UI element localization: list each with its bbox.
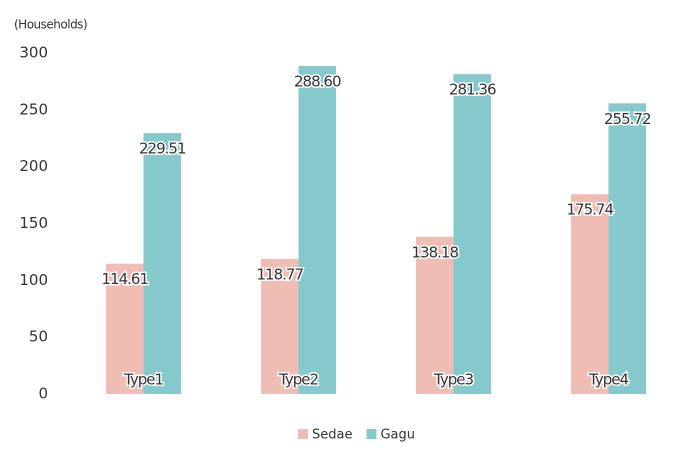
x-tick-label: Type1: [123, 371, 163, 389]
bar: [453, 74, 491, 394]
y-tick-label: 250: [19, 100, 48, 118]
x-tick-label: Type4: [588, 371, 628, 389]
y-tick-label: 150: [19, 214, 48, 232]
data-label: 138.18: [412, 243, 459, 261]
y-tick-label: 0: [38, 385, 48, 403]
x-tick-label: Type3: [433, 371, 473, 389]
data-label: 229.51: [139, 140, 186, 158]
y-axis-label: (Households): [14, 18, 87, 32]
legend-swatch: [366, 429, 377, 439]
data-label: 288.60: [294, 72, 341, 90]
legend-label: Sedae: [312, 428, 352, 443]
bar: [416, 236, 454, 394]
bar: [571, 194, 609, 394]
y-tick-label: 100: [19, 271, 48, 289]
y-tick-label: 200: [19, 157, 48, 175]
data-label: 118.77: [257, 265, 304, 283]
bar: [106, 263, 144, 394]
data-label: 281.36: [449, 81, 496, 99]
y-tick-label: 300: [19, 44, 48, 62]
data-label: 114.61: [102, 270, 149, 288]
data-label: 255.72: [604, 110, 651, 128]
bar: [298, 65, 336, 394]
bar: [143, 133, 181, 394]
x-tick-label: Type2: [278, 371, 318, 389]
data-label: 175.74: [567, 201, 614, 219]
bar: [608, 103, 646, 394]
legend-swatch: [298, 429, 308, 439]
bar: [261, 258, 299, 394]
y-tick-label: 50: [29, 328, 48, 346]
legend-label: Gagu: [380, 428, 415, 443]
